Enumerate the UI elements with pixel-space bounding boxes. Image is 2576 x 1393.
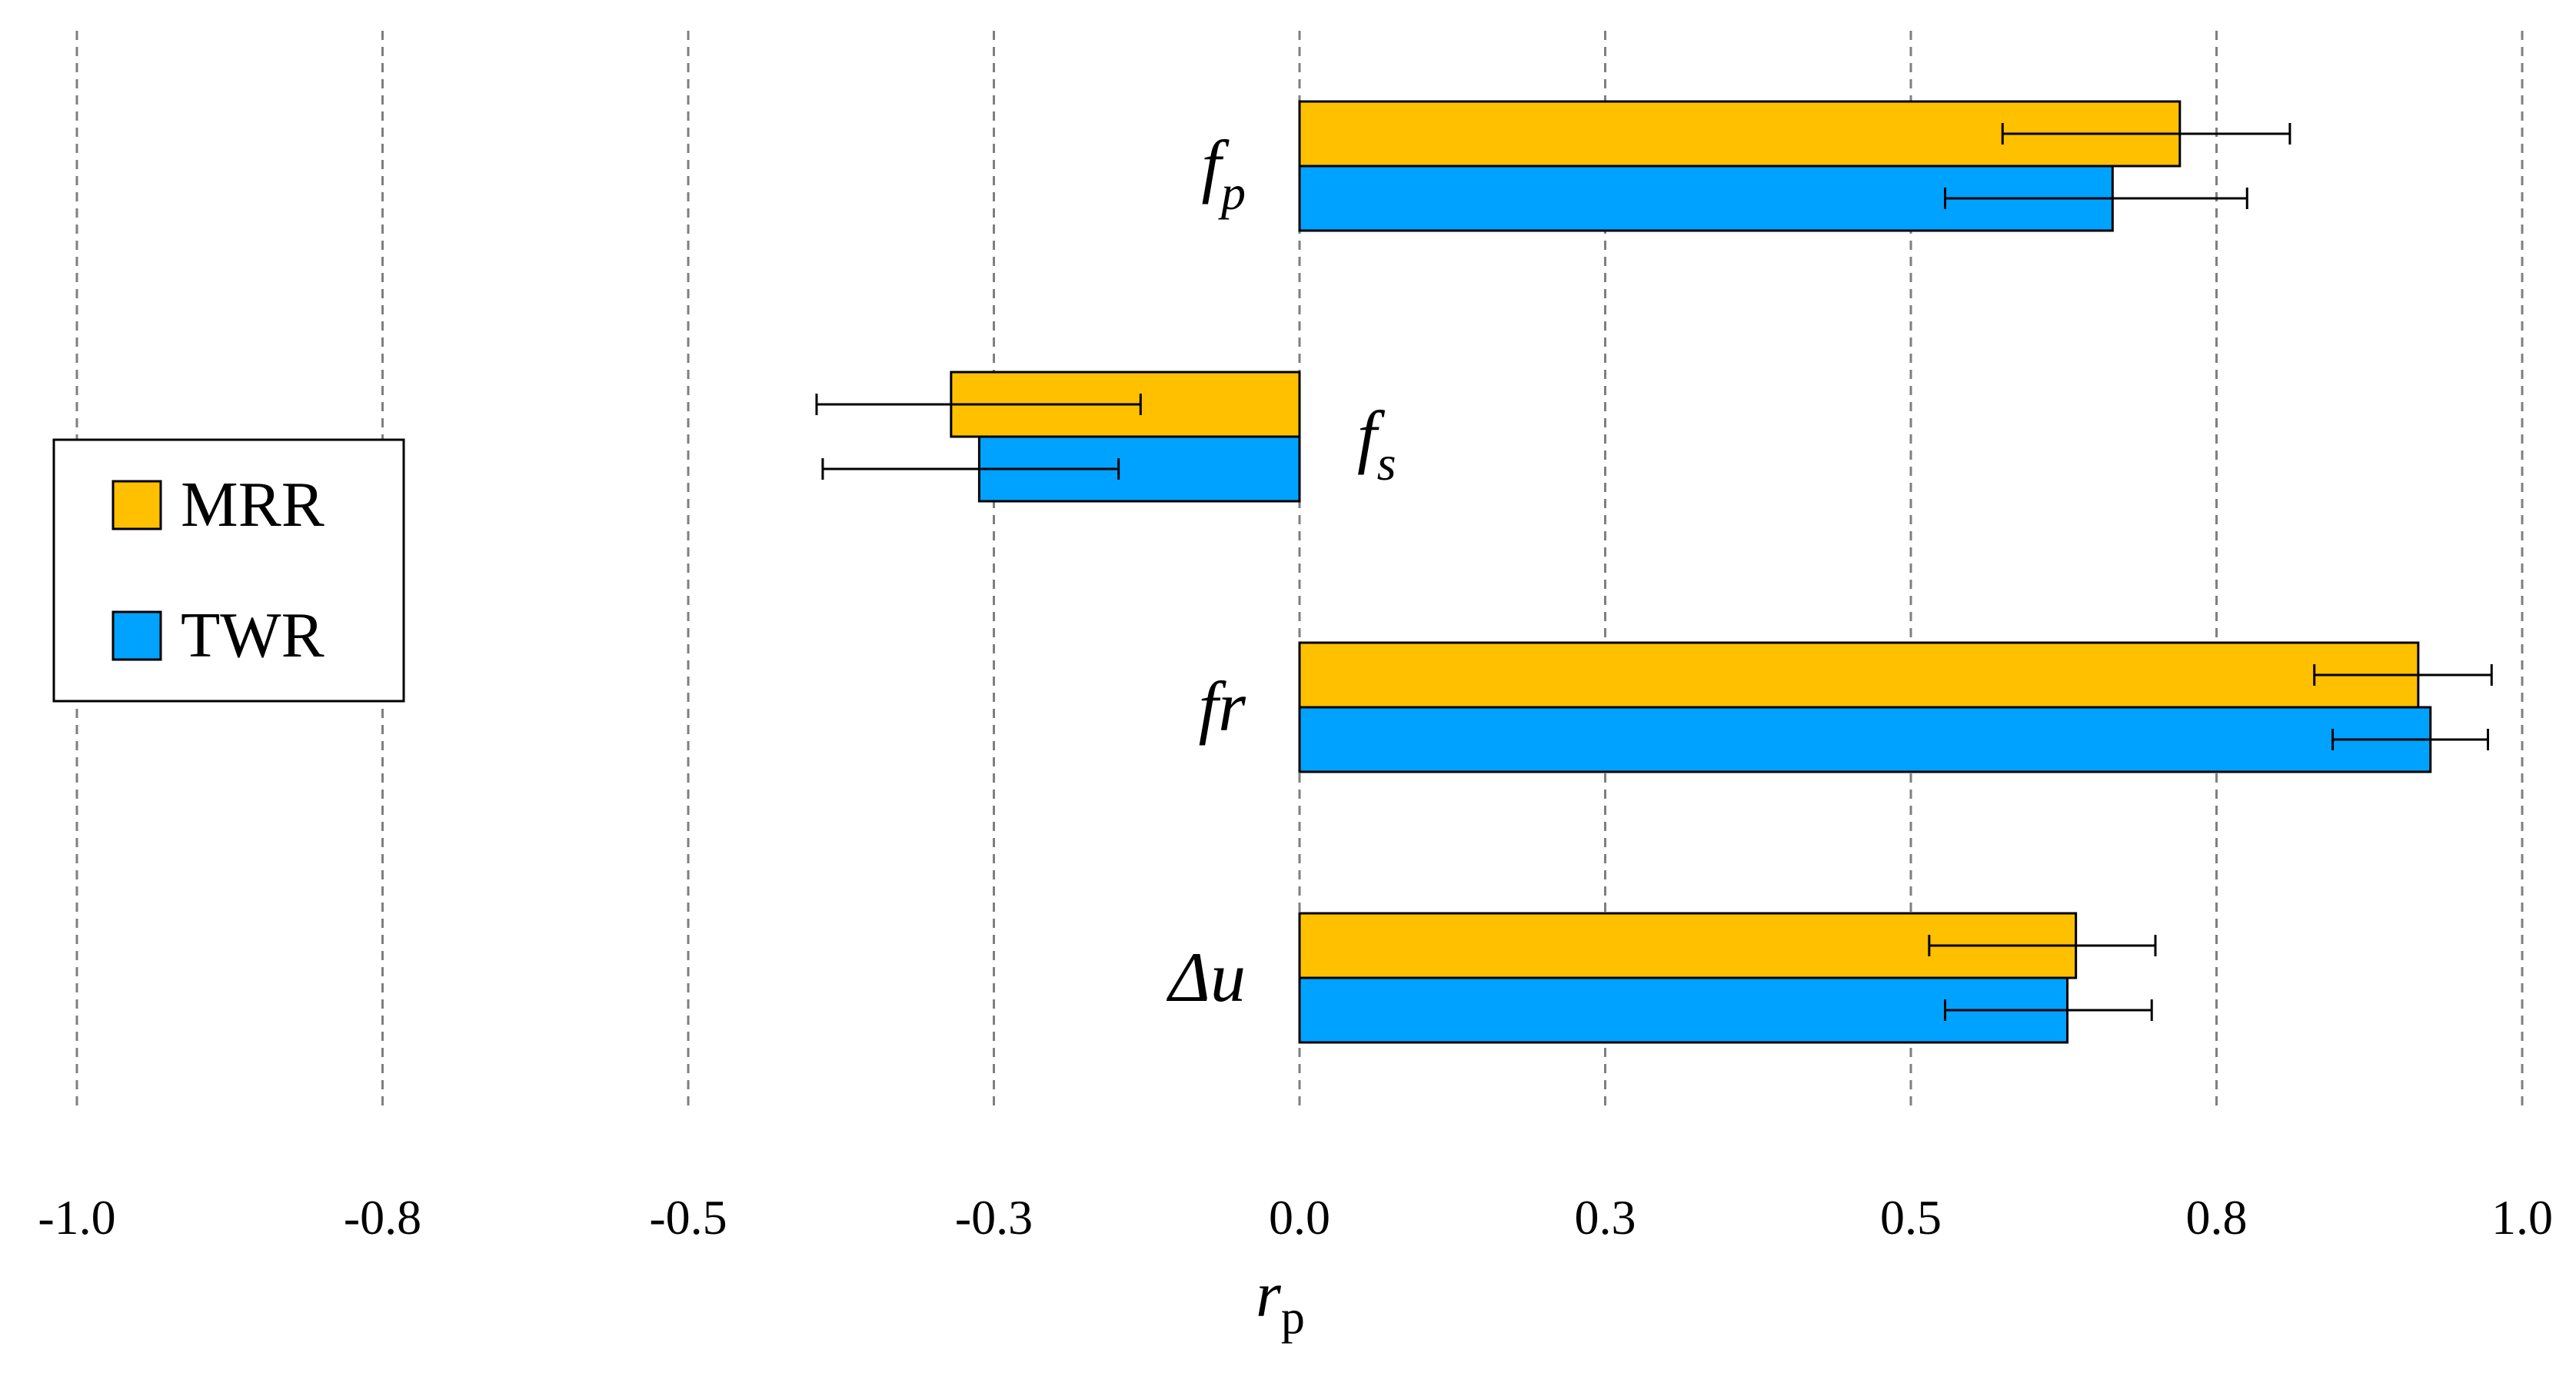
x-tick-label: 0.3	[1575, 1190, 1636, 1245]
error-bar-twr-0	[1944, 188, 2248, 209]
x-tick-label: 0.8	[2186, 1190, 2248, 1245]
x-tick-labels: -1.0 -0.8 -0.5 -0.3 0.0 0.3 0.5 0.8 1.0	[38, 1190, 2553, 1245]
x-axis-title-main: r	[1256, 1259, 1281, 1331]
x-tick-label: -1.0	[38, 1190, 115, 1245]
x-tick-label: 1.0	[2491, 1190, 2553, 1245]
x-tick-label: -0.5	[649, 1190, 727, 1245]
bar-twr-2	[1298, 706, 2432, 773]
legend-swatch-twr	[111, 610, 162, 661]
category-label: fs	[1357, 397, 1396, 490]
error-bar-twr-2	[2331, 729, 2489, 750]
error-bar-mrr-3	[1928, 935, 2157, 956]
x-axis-title-sub: p	[1281, 1292, 1305, 1344]
error-bar-mrr-2	[2313, 664, 2493, 686]
category-labels: fp fs fr Δu	[1166, 126, 1396, 1016]
error-bar-twr-3	[1944, 999, 2153, 1021]
legend-label-twr: TWR	[181, 600, 324, 671]
x-tick-label: -0.3	[955, 1190, 1033, 1245]
x-axis-title: rp	[1256, 1259, 1305, 1344]
error-bars	[815, 123, 2493, 1021]
legend-label-mrr: MRR	[181, 469, 324, 540]
x-tick-label: 0.0	[1269, 1190, 1330, 1245]
bar-mrr-2	[1298, 641, 2420, 709]
category-label: fr	[1199, 667, 1247, 746]
error-bar-twr-1	[821, 458, 1120, 480]
error-bar-mrr-1	[815, 394, 1142, 415]
error-bar-mrr-0	[2001, 123, 2291, 145]
category-label: Δu	[1166, 938, 1246, 1016]
bar-twr-3	[1298, 976, 2069, 1044]
legend-swatch-mrr	[111, 480, 162, 530]
x-tick-label: 0.5	[1880, 1190, 1942, 1245]
category-label: fp	[1201, 126, 1246, 220]
bars	[950, 100, 2432, 1044]
legend: MRR TWR	[52, 438, 405, 703]
x-tick-label: -0.8	[344, 1190, 421, 1245]
